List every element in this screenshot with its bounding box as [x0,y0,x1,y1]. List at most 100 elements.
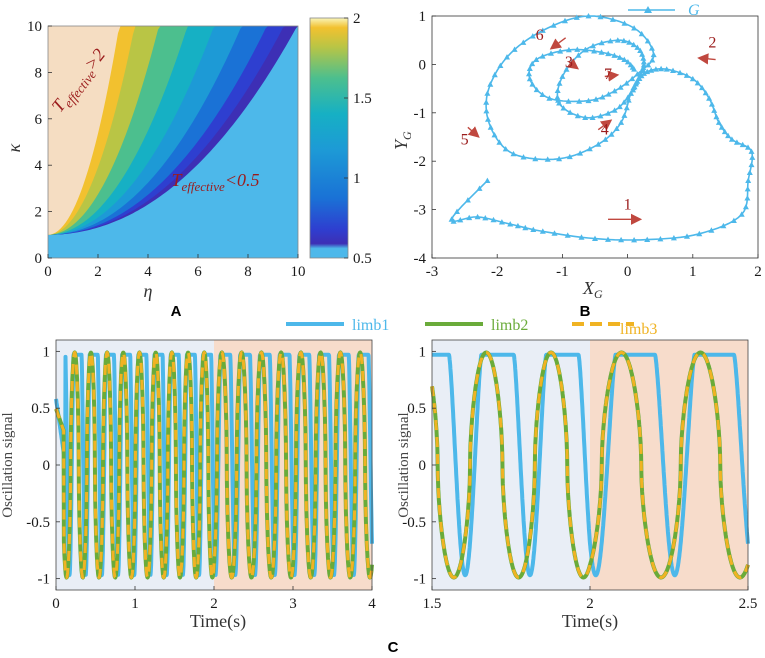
cr-y-tick-label: -1 [414,572,427,588]
legend-label-limb2: limb2 [491,317,528,334]
trajectory-marker [582,114,589,120]
trajectory-marker [745,144,751,150]
trajectory-marker [526,75,533,82]
trajectory-marker [711,107,718,113]
trajectory-marker [602,136,609,142]
right-oscillation-lines [430,350,750,580]
trajectory-marker [605,110,612,116]
trajectory-arrow-label: 7 [604,66,612,83]
right-ylabel: Oscillation signal [396,412,412,517]
trajectory-marker [621,99,628,105]
trajectory-arrow-label: 1 [624,197,632,214]
trajectory-marker [721,128,728,135]
trajectory-marker [599,94,606,100]
trajectory-arrow-line [549,37,567,50]
trajectory-marker [634,44,641,50]
heatmap-y-ticks: 0 2 4 6 8 10 [27,19,52,267]
left-x-ticks: 0 1 2 3 4 [52,586,376,612]
trajectory-marker [629,75,636,82]
trajectory-marker [560,105,567,111]
trajectory-marker [551,230,558,236]
heatmap-x-tick-label: 0 [44,264,52,280]
trajectory-marker [720,222,727,229]
trajectory-marker [670,67,676,73]
trajectory-marker [593,96,599,102]
trajectory-marker [598,49,605,55]
trajectory-marker [739,141,746,148]
trajectory-arrow-5: 5 [461,126,480,148]
trajectory-marker [630,41,637,48]
trajectory-xlabel: XG [582,278,603,301]
trajectory-arrow-line [597,119,613,131]
trajectory-arrow-label: 5 [461,131,469,148]
trajectory-marker [590,42,596,49]
trajectory-marker [605,236,611,242]
trajectory-marker [476,185,483,191]
trajectory-marker [609,16,616,22]
trajectory-arrow-2: 2 [697,34,716,65]
heatmap-y-tick-label: 0 [35,251,43,267]
trajectory-x-tick-label: 2 [754,264,762,280]
heatmap-frame [47,25,299,259]
cl-y-tick-label: 0 [43,458,51,474]
trajectory-y-ticks: -4 -3 -2 -1 0 1 [414,9,436,267]
trajectory-marker [625,97,632,103]
heatmap-x-tick-label: 8 [244,264,252,280]
trajectory-marker [532,155,539,162]
trajectory-marker [574,46,581,52]
trajectory-marker [608,131,615,137]
trajectory-marker [644,236,651,242]
heatmap-x-tick-label: 2 [94,264,102,280]
trajectory-marker [645,62,652,68]
trajectory-marker [526,65,533,71]
colorbar-tick-label: 1 [353,171,361,187]
series-limb3 [54,351,374,579]
trajectory-marker [556,80,563,86]
colorbar-tick-label: 2 [353,11,361,27]
cr-y-tick-label: -0.5 [402,515,426,531]
trajectory-marker [550,22,557,28]
trajectory-marker [702,89,709,96]
trajectory-marker [640,55,647,61]
trajectory-marker [591,48,598,54]
trajectory-marker [631,66,638,72]
trajectory-marker [605,91,612,97]
cl-x-tick-label: 3 [289,596,297,612]
trajectory-marker [644,38,651,44]
cr-x-tick-label: 2 [586,596,594,612]
trajectory-marker [744,186,751,192]
trajectory-marker [487,81,494,87]
trajectory-marker [633,79,640,86]
trajectory-marker [595,141,602,147]
trajectory-y-tick-label: -1 [414,106,427,122]
trajectory-marker [626,39,633,45]
trajectory-marker [520,39,527,45]
trajectory-marker [484,177,491,183]
trajectory-marker [586,145,593,152]
heatmap-ylabel: κ [4,143,24,152]
trajectory-marker [627,90,634,96]
trajectory-marker [482,215,489,221]
trajectory-marker [485,116,491,122]
panel-c-right-oscillation: 1.5 2 2.5 -1 -0.5 0 0.5 1 Time(s) Oscillation … [396,339,757,632]
trajectory-arrow-label: 4 [601,122,609,139]
trajectory-marker [484,90,491,96]
trajectory-marker [565,46,572,53]
trajectory-marker [613,125,620,131]
trajectory-marker [605,50,612,57]
trajectory-marker [611,107,618,113]
trajectory-marker [548,50,554,56]
trajectory-marker [511,46,518,52]
trajectory-marker [529,81,536,87]
trajectory-marker [644,68,651,75]
trajectory-marker [694,80,701,86]
trajectory-marker [592,235,598,241]
cl-x-tick-label: 0 [52,596,60,612]
trajectory-marker [474,213,481,220]
panel-a-letter: A [171,303,182,320]
trajectory-marker [582,47,589,53]
trajectory-marker [466,214,473,221]
trajectory-marker [616,54,623,60]
colorbar-tick-label: 0.5 [353,251,372,267]
trajectory-arrow-6: 6 [536,27,567,50]
